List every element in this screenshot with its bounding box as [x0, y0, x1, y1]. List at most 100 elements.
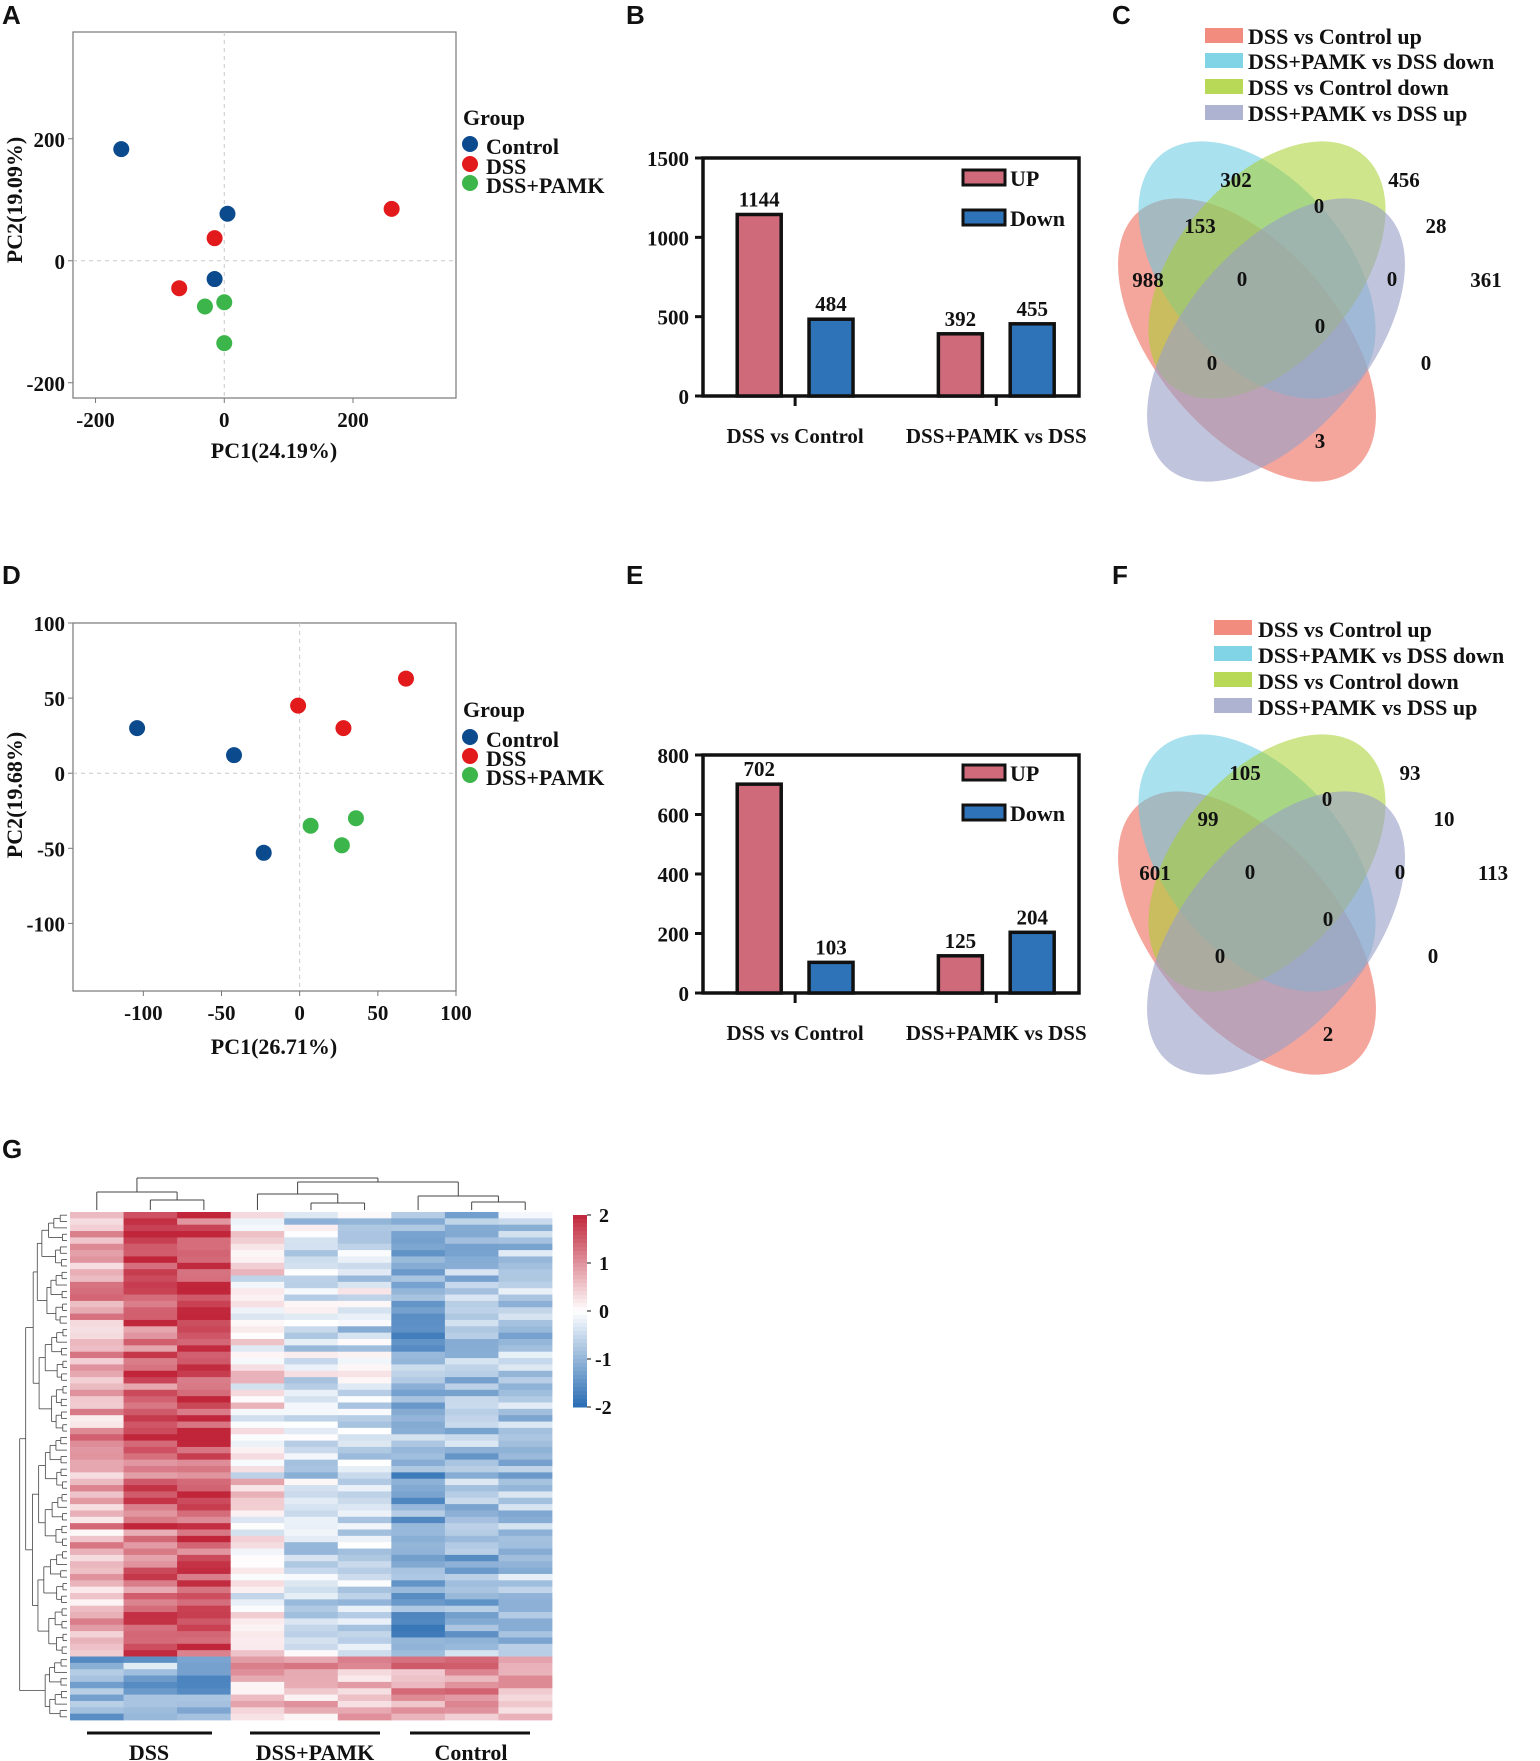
heatmap-cell [230, 1618, 285, 1626]
heatmap-cell [498, 1256, 553, 1264]
heatmap-cell [177, 1700, 232, 1708]
heatmap-cell [177, 1605, 232, 1613]
heatmap-cell [284, 1300, 339, 1308]
heatmap-cell [230, 1415, 285, 1422]
heatmap-cell [70, 1542, 124, 1549]
heatmap-cell [230, 1358, 285, 1365]
heatmap-cells [70, 1212, 553, 1721]
heatmap-cell [123, 1548, 178, 1556]
x-tick-label: DSS+PAMK vs DSS [906, 424, 1087, 448]
heatmap-cell [177, 1370, 232, 1378]
heatmap-cell [177, 1713, 232, 1721]
legend-label-up: UP [1010, 761, 1039, 786]
colorbar-segment [573, 1403, 587, 1408]
heatmap-cell [337, 1504, 392, 1511]
heatmap-cell [284, 1618, 339, 1626]
heatmap-cell [230, 1504, 285, 1511]
heatmap-cell [337, 1593, 392, 1600]
panel-letter-a: A [2, 0, 21, 30]
heatmap-cell [230, 1288, 285, 1295]
legend-swatch-up [961, 168, 1007, 187]
heatmap-cell [230, 1262, 285, 1270]
heatmap-cell [230, 1351, 285, 1359]
colorbar-segment [573, 1295, 587, 1300]
heatmap-cell [391, 1307, 446, 1314]
heatmap-cell [284, 1250, 339, 1257]
venn-count: 153 [1184, 214, 1216, 238]
colorbar-segment [573, 1247, 587, 1252]
heatmap-cell [177, 1516, 232, 1524]
heatmap-cell [337, 1364, 392, 1372]
legend-label-set-2: DSS+PAMK vs DSS down [1248, 49, 1494, 74]
heatmap-cell [123, 1459, 178, 1467]
colorbar-segment [573, 1263, 587, 1268]
heatmap-cell [337, 1345, 392, 1353]
heatmap-cell [444, 1643, 499, 1651]
heatmap-cell [284, 1478, 339, 1486]
heatmap-cell [391, 1618, 446, 1626]
heatmap-cell [123, 1637, 178, 1645]
heatmap-cell [391, 1593, 446, 1600]
heatmap-cell [391, 1567, 446, 1575]
heatmap-cell [391, 1631, 446, 1638]
heatmap-cell [230, 1586, 285, 1594]
heatmap-cell [177, 1332, 232, 1340]
y-axis-label: PC2(19.09%) [2, 137, 27, 263]
heatmap-cell [391, 1561, 446, 1568]
heatmap-cell [70, 1510, 124, 1518]
heatmap-cell [177, 1573, 232, 1581]
heatmap-cell [391, 1643, 446, 1651]
heatmap-cell [230, 1434, 285, 1441]
venn-count: 0 [1237, 267, 1248, 291]
heatmap-cell [177, 1561, 232, 1568]
heatmap-cell [284, 1332, 339, 1340]
heatmap-cell [123, 1396, 178, 1403]
heatmap-cell [70, 1523, 124, 1530]
heatmap-cell [337, 1440, 392, 1448]
heatmap-cell [177, 1459, 232, 1467]
bar-value-label: 484 [815, 292, 847, 316]
x-tick-label: DSS vs Control [726, 1021, 863, 1045]
heatmap-cell [284, 1637, 339, 1645]
heatmap-cell [498, 1300, 553, 1308]
venn-count: 0 [1215, 944, 1226, 968]
venn-count: 361 [1470, 268, 1502, 292]
heatmap-cell [284, 1446, 339, 1454]
heatmap-cell [284, 1275, 339, 1283]
heatmap-cell [498, 1593, 553, 1600]
venn-count: 0 [1421, 351, 1432, 375]
heatmap-cell [337, 1573, 392, 1581]
heatmap-cell [498, 1237, 553, 1245]
heatmap-cell [177, 1637, 232, 1645]
heatmap-cell [337, 1707, 392, 1715]
heatmap-cell [391, 1548, 446, 1556]
heatmap-cell [177, 1294, 232, 1302]
heatmap-cell [123, 1504, 178, 1511]
heatmap-cell [230, 1637, 285, 1645]
heatmap-cell [391, 1656, 446, 1664]
heatmap-cell [337, 1631, 392, 1638]
heatmap-cell [177, 1243, 232, 1251]
heatmap-cell [284, 1319, 339, 1327]
heatmap-cell [498, 1313, 553, 1321]
heatmap-cell [391, 1459, 446, 1467]
heatmap-cell [230, 1421, 285, 1429]
heatmap-cell [444, 1637, 499, 1645]
colorbar-segment [573, 1379, 587, 1384]
heatmap-cell [70, 1275, 124, 1283]
heatmap-cell [284, 1434, 339, 1441]
y-tick-label: 200 [658, 923, 690, 947]
heatmap-cell [70, 1669, 124, 1676]
legend-label-control: Control [486, 134, 559, 159]
heatmap-cell [123, 1688, 178, 1695]
heatmap-cell [123, 1434, 178, 1441]
heatmap-cell [123, 1466, 178, 1473]
heatmap-cell [284, 1288, 339, 1295]
heatmap-cell [123, 1612, 178, 1619]
heatmap-cell [230, 1529, 285, 1537]
heatmap-cell [337, 1643, 392, 1651]
heatmap-cell [498, 1504, 553, 1511]
colorbar-segment [573, 1399, 587, 1404]
heatmap-cell [177, 1364, 232, 1372]
heatmap-cell [337, 1624, 392, 1632]
